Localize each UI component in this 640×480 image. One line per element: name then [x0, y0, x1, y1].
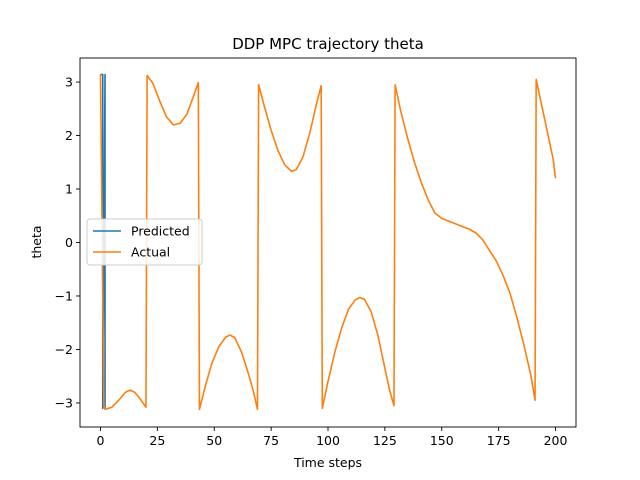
x-tick-label: 50 [206, 433, 222, 448]
x-tick-label: 100 [316, 433, 340, 448]
y-tick-label: 0 [65, 235, 73, 250]
chart-legend: Predicted Actual [86, 218, 203, 266]
legend-label-predicted: Predicted [131, 224, 190, 239]
x-tick-label: 75 [263, 433, 279, 448]
plot-frame [79, 57, 577, 428]
legend-label-actual: Actual [131, 245, 170, 260]
y-tick-label: 2 [65, 128, 73, 143]
y-tick-label: −2 [55, 342, 73, 357]
y-axis-label: theta [29, 225, 44, 258]
x-tick-label: 175 [487, 433, 511, 448]
plot-area [99, 73, 557, 411]
chart-title: DDP MPC trajectory theta [232, 35, 424, 53]
x-tick-label: 150 [430, 433, 454, 448]
x-axis-label: Time steps [293, 455, 362, 470]
series-line-actual [99, 74, 557, 411]
x-tick-label: 125 [373, 433, 397, 448]
y-tick-label: 3 [65, 75, 73, 90]
x-tick-label: 25 [149, 433, 165, 448]
series-line-predicted [100, 73, 106, 410]
x-tick-label: 0 [97, 433, 105, 448]
x-tick-label: 200 [544, 433, 568, 448]
y-tick-label: 1 [65, 182, 73, 197]
y-axis-ticks: −3 −2 −1 0 1 2 3 [55, 75, 80, 410]
y-tick-label: −1 [55, 288, 73, 303]
x-axis-ticks: 0 25 50 75 100 125 150 175 200 [97, 427, 568, 448]
y-tick-label: −3 [55, 395, 73, 410]
